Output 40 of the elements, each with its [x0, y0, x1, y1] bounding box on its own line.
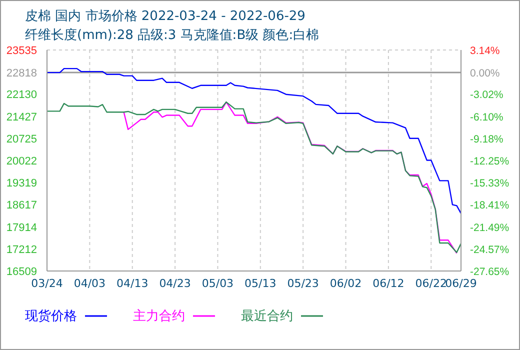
legend-label: 主力合约: [133, 308, 185, 325]
y2-tick-label: -24.57%: [470, 244, 510, 256]
y-tick-label: 17212: [6, 244, 37, 256]
x-tick-label: 06/29: [445, 276, 477, 290]
legend-label: 现货价格: [25, 308, 77, 325]
y2-tick-label: -12.25%: [470, 155, 510, 168]
y2-tick-label: 3.14%: [470, 45, 500, 57]
y-tick-label: 17914: [6, 222, 37, 234]
x-tick-label: 06/12: [372, 276, 404, 290]
chart-title: 皮棉 国内 市场价格 2022-03-24 - 2022-06-29: [25, 8, 306, 25]
chart-subtitle: 纤维长度(mm):28 品级:3 马克隆值:B级 颜色:白棉: [25, 27, 320, 44]
y-tick-label: 18617: [6, 200, 37, 212]
y-tick-label: 20022: [6, 156, 37, 168]
x-tick-label: 03/24: [31, 276, 63, 290]
x-tick-label: 06/22: [415, 276, 447, 290]
x-tick-label: 04/03: [74, 276, 106, 290]
y2-tick-label: -27.65%: [470, 266, 510, 278]
y-tick-label: 20725: [6, 133, 37, 146]
x-tick-label: 04/23: [159, 276, 191, 290]
x-tick-label: 06/02: [330, 276, 362, 290]
y-tick-label: 19319: [6, 178, 37, 190]
y2-tick-label: 0.00%: [470, 68, 500, 80]
line-series: [47, 68, 461, 214]
x-tick-label: 05/03: [202, 276, 234, 290]
y2-tick-label: -3.02%: [470, 89, 504, 102]
y2-tick-label: -18.41%: [470, 200, 510, 212]
y-tick-label: 22818: [6, 68, 37, 80]
line-series: [47, 101, 461, 254]
y2-tick-label: -15.33%: [470, 178, 510, 190]
y2-tick-label: -21.49%: [470, 222, 510, 234]
y2-tick-label: -6.10%: [470, 111, 504, 124]
x-tick-label: 04/13: [116, 276, 148, 290]
y-tick-label: 16509: [6, 266, 37, 278]
y2-tick-label: -9.18%: [470, 133, 504, 146]
y-tick-label: 23535: [6, 45, 37, 57]
y-tick-label: 21427: [6, 111, 37, 124]
x-tick-label: 05/13: [244, 276, 276, 290]
legend-label: 最近合约: [241, 308, 293, 325]
y-tick-label: 22130: [6, 89, 37, 102]
x-tick-label: 05/23: [287, 276, 319, 290]
